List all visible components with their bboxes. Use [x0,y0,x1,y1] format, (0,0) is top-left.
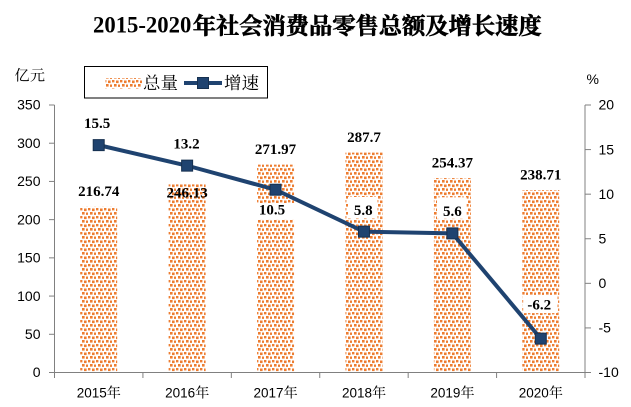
svg-text:5.8: 5.8 [354,203,373,219]
svg-text:10.5: 10.5 [259,203,285,219]
svg-text:5: 5 [599,230,607,246]
svg-text:50: 50 [25,326,41,342]
svg-text:287.7: 287.7 [347,130,381,146]
svg-text:2020: 2020 [519,386,549,401]
svg-text:150: 150 [17,250,41,266]
svg-text:15: 15 [599,141,615,157]
svg-text:271.97: 271.97 [255,142,297,158]
svg-text:216.74: 216.74 [78,184,120,200]
svg-text:2017: 2017 [254,386,284,401]
svg-text:0: 0 [33,364,41,380]
svg-text:2018: 2018 [342,386,372,401]
svg-text:250: 250 [17,173,41,189]
svg-text:10: 10 [599,186,615,202]
svg-text:300: 300 [17,135,41,151]
svg-text:2016: 2016 [165,386,195,401]
svg-text:350: 350 [17,97,41,113]
svg-text:254.37: 254.37 [432,155,474,171]
svg-text:-10: -10 [599,364,619,380]
svg-text:246.13: 246.13 [166,186,207,202]
svg-text:0: 0 [599,275,607,291]
svg-text:%: % [587,71,599,87]
svg-text:5.6: 5.6 [443,204,462,220]
svg-text:200: 200 [17,211,41,227]
svg-text:-5: -5 [599,320,612,336]
svg-text:20: 20 [599,97,615,113]
svg-text:13.2: 13.2 [173,137,199,153]
svg-text:15.5: 15.5 [84,116,110,132]
svg-text:-6.2: -6.2 [527,298,551,314]
svg-text:2019: 2019 [430,386,460,401]
svg-text:238.71: 238.71 [520,167,561,183]
svg-text:2015-2020: 2015-2020 [93,13,191,38]
svg-text:100: 100 [17,288,41,304]
svg-text:2015: 2015 [77,386,107,401]
